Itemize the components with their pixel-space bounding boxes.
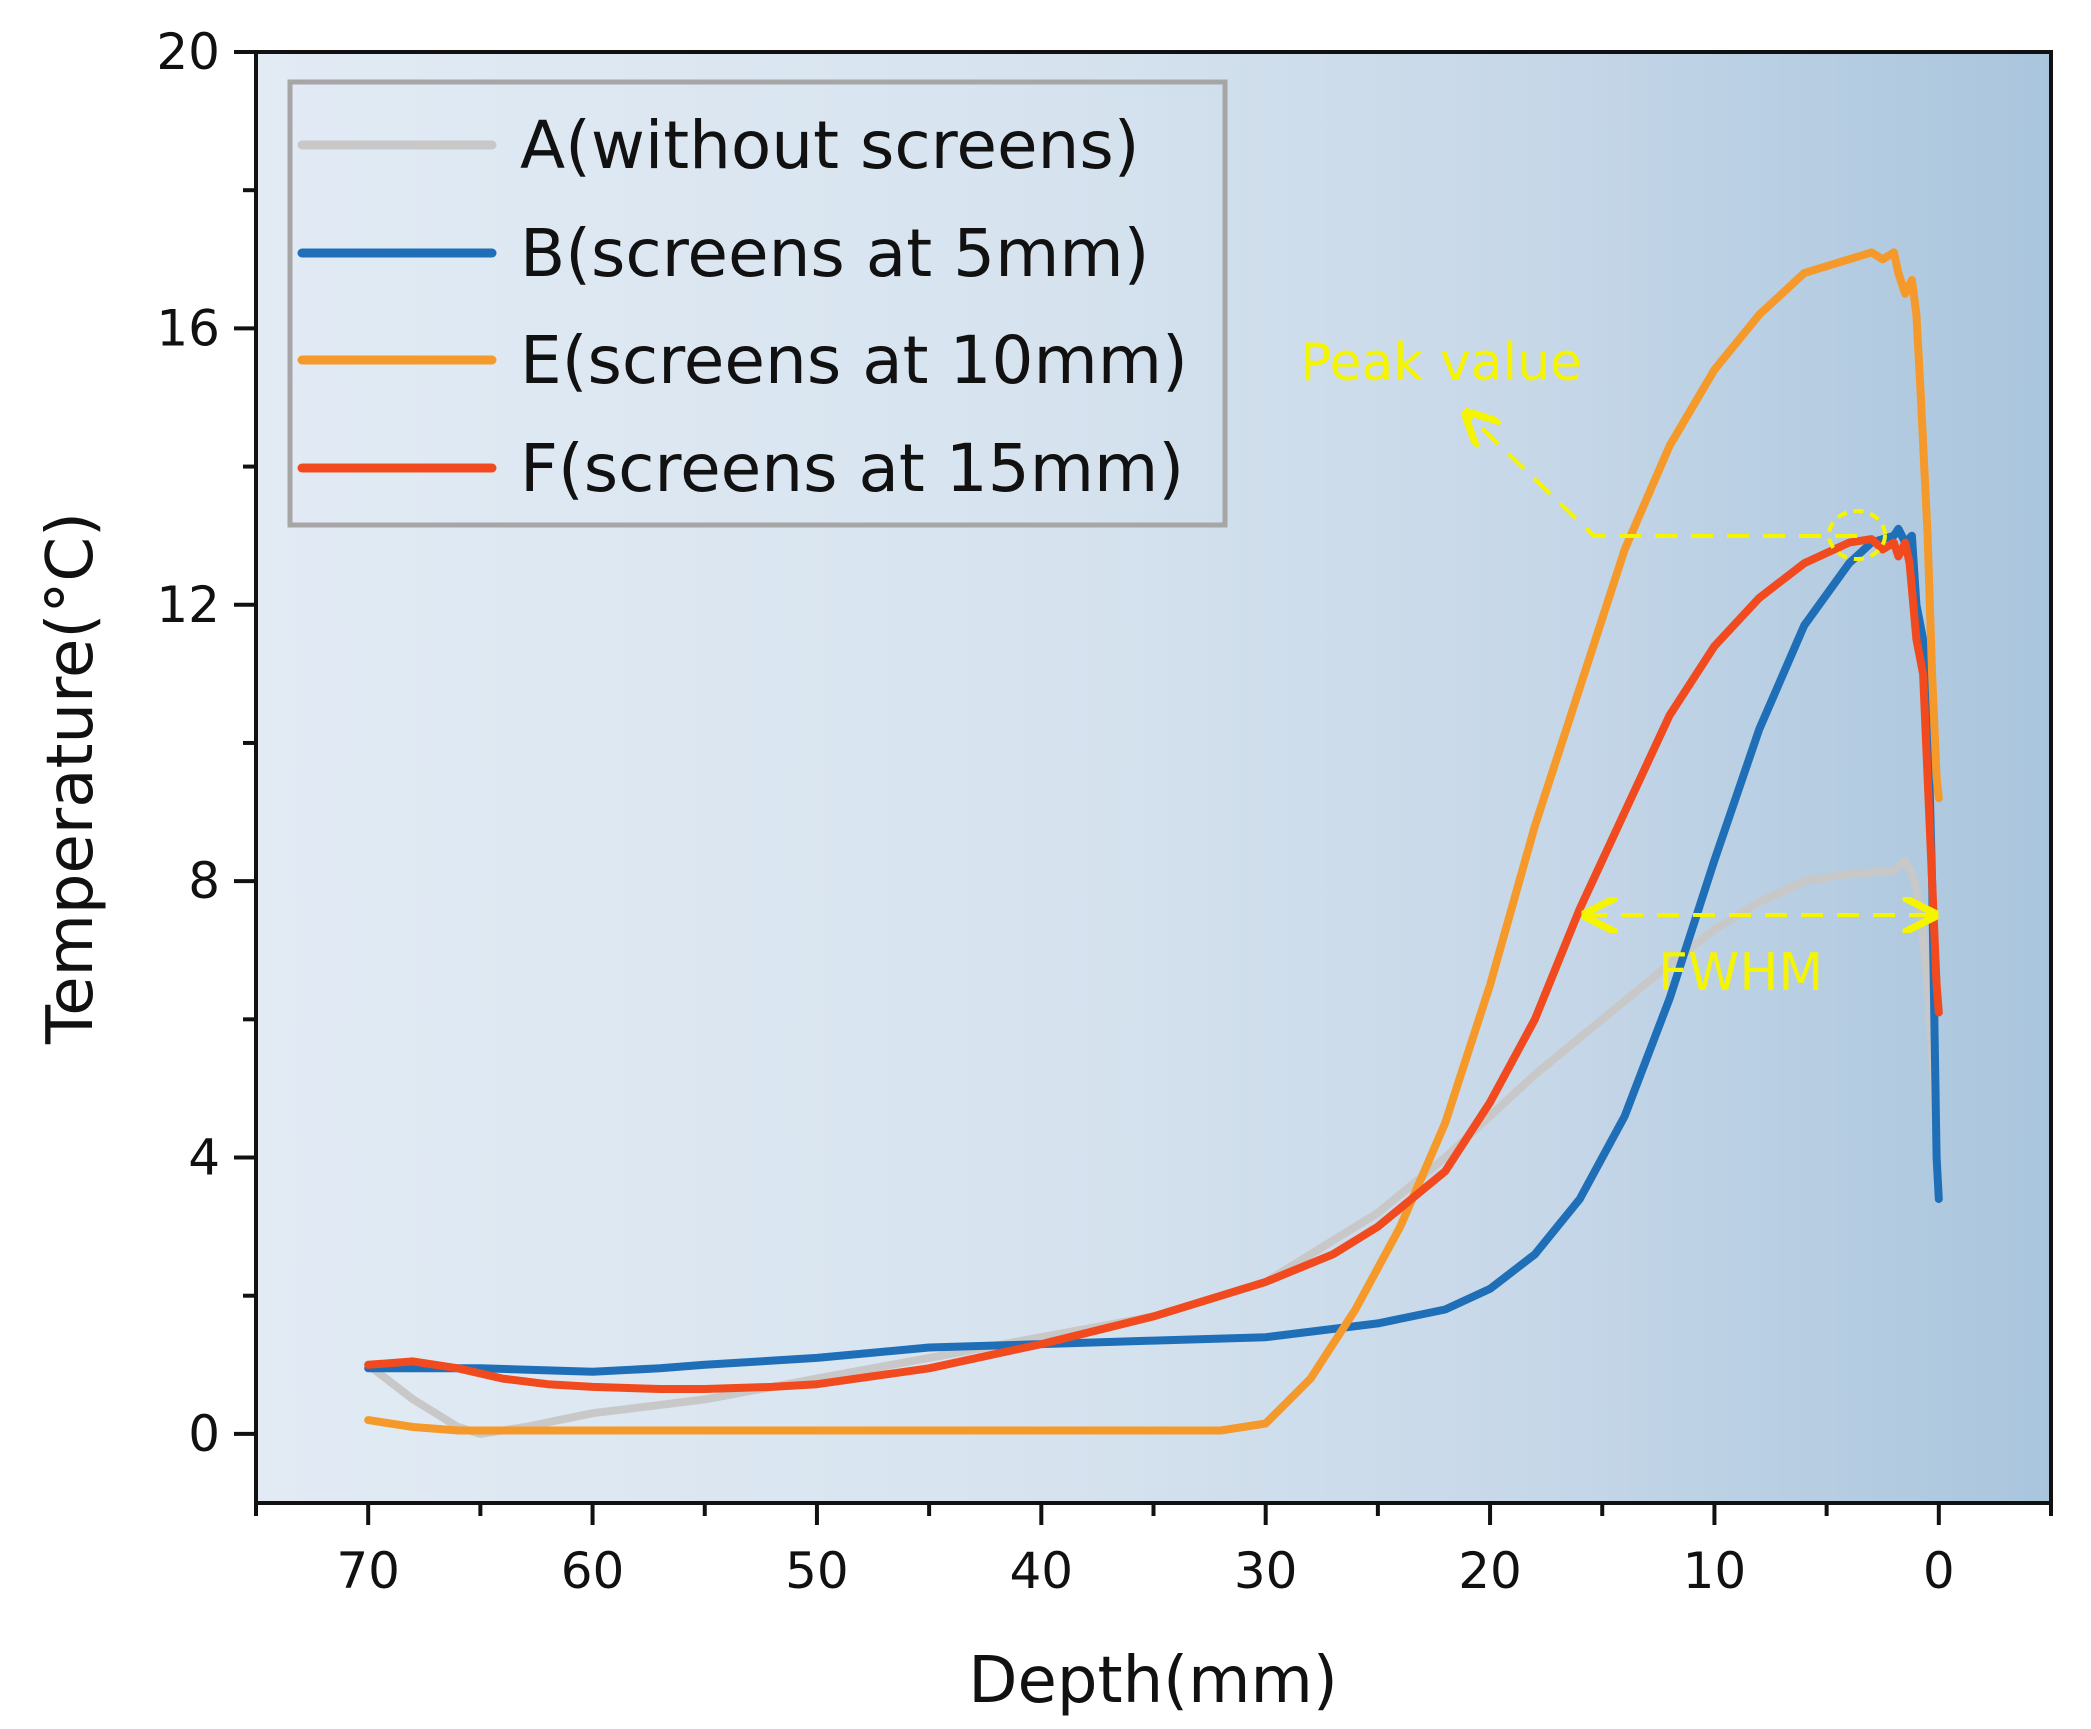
axes-layer: 70 60 50 40 30 20 10 0 0 4 8 12 16 20: [156, 23, 2053, 1600]
plot-background: [256, 52, 2051, 1503]
fwhm-label: FWHM: [1658, 943, 1823, 1003]
peak-value-arrow: [1466, 413, 1857, 538]
x-tick-label: 70: [336, 1542, 400, 1600]
legend-label-f: F(screens at 15mm): [520, 430, 1184, 507]
x-tick-label: 60: [561, 1542, 625, 1600]
x-tick-label: 10: [1683, 1542, 1747, 1600]
series-line-a: [364, 856, 1941, 1438]
x-tick-label: 40: [1010, 1542, 1074, 1600]
y-tick-label: 12: [156, 576, 220, 634]
series-line-e: [364, 248, 1943, 1435]
legend-label-b: B(screens at 5mm): [520, 215, 1149, 292]
y-axis-title: Temperature(°C): [34, 512, 108, 1045]
series-layer: [364, 248, 1943, 1438]
x-tick-label: 0: [1923, 1542, 1955, 1600]
legend-label-a: A(without screens): [520, 107, 1140, 184]
annotation-layer: Peak value FWHM: [1300, 333, 1935, 1003]
peak-value-label: Peak value: [1300, 333, 1582, 393]
y-tick-label: 0: [188, 1405, 220, 1463]
x-tick-label: 20: [1458, 1542, 1522, 1600]
peak-marker-circle: [1827, 509, 1887, 561]
x-tick-label: 30: [1234, 1542, 1298, 1600]
y-tick-label: 4: [188, 1129, 220, 1187]
y-tick-label: 20: [156, 23, 220, 81]
legend-box: [287, 79, 1228, 528]
legend: A(without screens) B(screens at 5mm) E(s…: [287, 79, 1228, 528]
x-tick-label: 50: [785, 1542, 849, 1600]
y-tick-label: 16: [156, 299, 220, 357]
x-axis-title: Depth(mm): [968, 1644, 1338, 1718]
series-line-f: [364, 535, 1943, 1393]
y-tick-label: 8: [188, 852, 220, 910]
legend-label-e: E(screens at 10mm): [520, 322, 1188, 399]
